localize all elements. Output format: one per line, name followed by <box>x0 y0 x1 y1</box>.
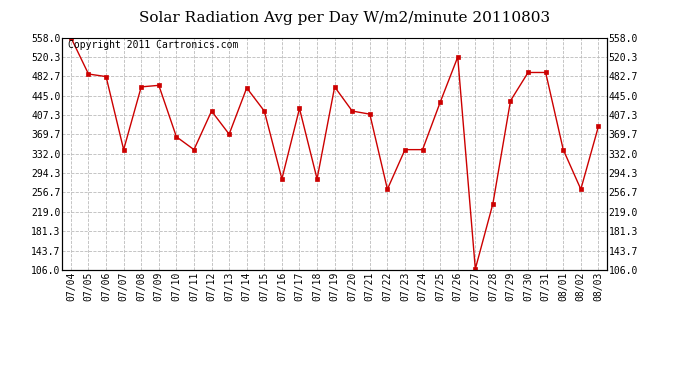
Text: Solar Radiation Avg per Day W/m2/minute 20110803: Solar Radiation Avg per Day W/m2/minute … <box>139 11 551 25</box>
Text: Copyright 2011 Cartronics.com: Copyright 2011 Cartronics.com <box>68 40 238 50</box>
